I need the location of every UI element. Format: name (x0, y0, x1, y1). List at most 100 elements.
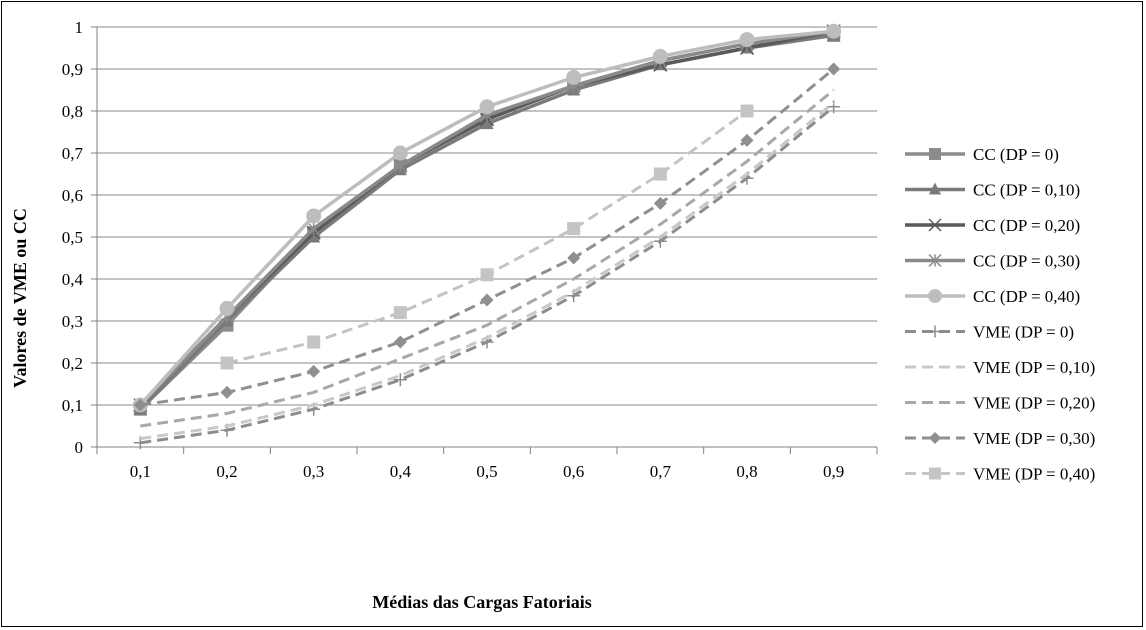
series-layer (132, 23, 842, 450)
x-tick-label: 0,6 (563, 462, 584, 481)
series-1 (133, 27, 841, 415)
marker-square (480, 268, 494, 282)
x-tick-label: 0,3 (303, 462, 324, 481)
series-line (140, 101, 835, 441)
marker-circle (306, 208, 322, 224)
series-6 (140, 101, 835, 441)
y-tick-label: 0,3 (62, 312, 83, 331)
legend-item: VME (DP = 0) (905, 323, 1074, 342)
series-line (139, 29, 834, 407)
series-2 (133, 24, 841, 413)
marker-diamond (653, 196, 667, 210)
marker-square (220, 356, 234, 370)
marker-circle (928, 289, 942, 303)
legend-item: VME (DP = 0,30) (905, 429, 1095, 448)
x-axis-title: Médias das Cargas Fatoriais (372, 592, 592, 612)
marker-diamond (740, 133, 754, 147)
marker-square (567, 222, 581, 236)
marker-circle (392, 145, 408, 161)
marker-triangle (307, 229, 321, 243)
marker-square (653, 167, 667, 181)
marker-diamond (133, 398, 147, 412)
marker-circle (566, 69, 582, 85)
marker-star (393, 158, 408, 173)
series-0 (133, 28, 841, 416)
series-line (139, 29, 835, 407)
legend-label: VME (DP = 0) (973, 323, 1074, 342)
marker-circle (219, 300, 235, 316)
x-tick-label: 0,2 (216, 462, 237, 481)
legend-label: CC (DP = 0,30) (973, 252, 1080, 271)
y-tick-label: 0,5 (62, 228, 83, 247)
marker-star (306, 221, 321, 236)
legend-label: CC (DP = 0,20) (973, 216, 1080, 235)
marker-square (393, 306, 407, 320)
marker-diamond (393, 335, 407, 349)
y-tick-label: 0,6 (62, 186, 83, 205)
y-tick-label: 0,1 (62, 396, 83, 415)
legend-item: VME (DP = 0,20) (905, 394, 1095, 413)
legend-item: CC (DP = 0,40) (905, 287, 1080, 306)
y-axis-title: Valores de VME ou CC (10, 208, 30, 388)
legend: CC (DP = 0) CC (DP = 0,10) CC (DP = 0,20) C… (905, 145, 1095, 484)
x-tick-label: 0,4 (390, 462, 412, 481)
y-tick-label: 0,9 (62, 60, 83, 79)
series-line (139, 33, 834, 411)
x-tick-label: 0,8 (736, 462, 757, 481)
y-tick-label: 0,7 (62, 144, 84, 163)
marker-star (928, 253, 942, 268)
legend-label: VME (DP = 0,30) (973, 429, 1095, 448)
legend-label: VME (DP = 0,40) (973, 465, 1095, 484)
marker-diamond (307, 364, 321, 378)
marker-diamond (220, 385, 234, 399)
legend-item: VME (DP = 0,10) (905, 358, 1095, 377)
x-tick-label: 0,1 (130, 462, 151, 481)
legend-item: CC (DP = 0,30) (905, 252, 1080, 271)
series-3 (133, 24, 841, 413)
marker-plus (393, 373, 407, 387)
legend-label: VME (DP = 0,10) (973, 358, 1095, 377)
marker-circle (652, 48, 668, 64)
series-9 (220, 104, 754, 370)
x-tick-label: 0,5 (476, 462, 497, 481)
marker-circle (826, 23, 842, 39)
y-tick-label: 0,4 (62, 270, 84, 289)
series-7 (140, 88, 835, 428)
marker-square (929, 467, 941, 480)
legend-label: CC (DP = 0) (973, 145, 1059, 164)
series-line (139, 33, 834, 411)
y-tick-label: 0,2 (62, 354, 83, 373)
marker-diamond (567, 251, 581, 265)
legend-label: CC (DP = 0,40) (973, 287, 1080, 306)
legend-label: VME (DP = 0,20) (973, 394, 1095, 413)
x-tick-label: 0,9 (823, 462, 844, 481)
legend-item: VME (DP = 0,40) (905, 465, 1095, 484)
marker-circle (739, 32, 755, 48)
y-tick-label: 0,8 (62, 102, 83, 121)
marker-circle (479, 99, 495, 115)
series-line (138, 29, 834, 407)
legend-item: CC (DP = 0) (905, 145, 1059, 164)
x-tick-label: 0,7 (650, 462, 672, 481)
marker-plus (827, 100, 841, 114)
marker-diamond (929, 432, 941, 444)
marker-triangle (929, 182, 941, 195)
y-tick-label: 0 (75, 438, 84, 457)
marker-square (740, 104, 754, 118)
marker-x (928, 218, 942, 232)
marker-triangle (480, 116, 494, 130)
legend-item: CC (DP = 0,20) (905, 216, 1080, 235)
marker-diamond (827, 62, 841, 76)
series-8 (133, 62, 841, 412)
series-line (140, 88, 835, 428)
legend-item: CC (DP = 0,10) (905, 181, 1080, 200)
axes: 0 0,1 0,2 0,3 0,4 0,5 0,6 0,7 0,8 0,9 1 0,1 0,2 0,3 0,… (62, 18, 878, 481)
marker-plus (929, 325, 941, 338)
marker-diamond (480, 293, 494, 307)
y-tick-label: 1 (75, 18, 84, 37)
marker-square (929, 148, 941, 160)
marker-square (307, 335, 321, 349)
